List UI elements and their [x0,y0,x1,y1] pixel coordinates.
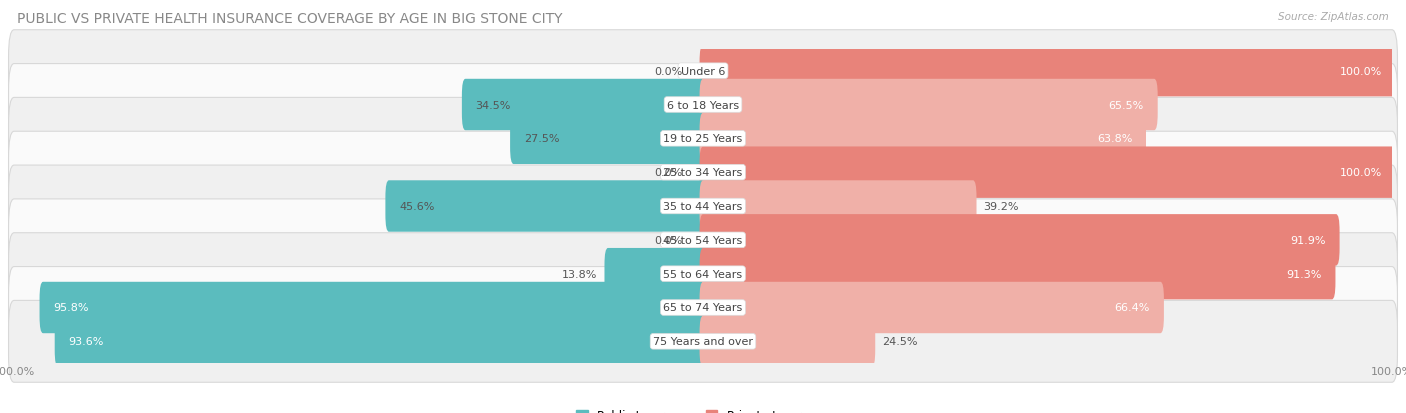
Text: 19 to 25 Years: 19 to 25 Years [664,134,742,144]
Text: 95.8%: 95.8% [53,303,89,313]
FancyBboxPatch shape [605,248,706,300]
FancyBboxPatch shape [700,80,1157,131]
Text: 0.0%: 0.0% [654,66,682,76]
Text: 35 to 44 Years: 35 to 44 Years [664,202,742,211]
FancyBboxPatch shape [8,98,1398,180]
Text: Source: ZipAtlas.com: Source: ZipAtlas.com [1278,12,1389,22]
Text: Under 6: Under 6 [681,66,725,76]
FancyBboxPatch shape [700,215,1340,266]
Text: 0.0%: 0.0% [654,168,682,178]
FancyBboxPatch shape [385,181,706,232]
FancyBboxPatch shape [8,132,1398,214]
FancyBboxPatch shape [700,316,875,367]
FancyBboxPatch shape [700,147,1395,198]
FancyBboxPatch shape [55,316,706,367]
Text: 27.5%: 27.5% [524,134,560,144]
FancyBboxPatch shape [8,301,1398,382]
Text: 55 to 64 Years: 55 to 64 Years [664,269,742,279]
Text: 45 to 54 Years: 45 to 54 Years [664,235,742,245]
Text: 66.4%: 66.4% [1115,303,1150,313]
Text: 75 Years and over: 75 Years and over [652,337,754,347]
Text: 25 to 34 Years: 25 to 34 Years [664,168,742,178]
Text: 45.6%: 45.6% [399,202,434,211]
Text: 65.5%: 65.5% [1109,100,1144,110]
FancyBboxPatch shape [8,233,1398,315]
Text: 100.0%: 100.0% [1340,168,1382,178]
Text: 63.8%: 63.8% [1097,134,1132,144]
Text: PUBLIC VS PRIVATE HEALTH INSURANCE COVERAGE BY AGE IN BIG STONE CITY: PUBLIC VS PRIVATE HEALTH INSURANCE COVER… [17,12,562,26]
Text: 93.6%: 93.6% [69,337,104,347]
Text: 65 to 74 Years: 65 to 74 Years [664,303,742,313]
FancyBboxPatch shape [8,199,1398,281]
Text: 39.2%: 39.2% [983,202,1019,211]
FancyBboxPatch shape [700,181,977,232]
Text: 0.0%: 0.0% [654,235,682,245]
FancyBboxPatch shape [461,80,706,131]
FancyBboxPatch shape [510,113,706,165]
FancyBboxPatch shape [700,46,1395,97]
Text: 24.5%: 24.5% [882,337,918,347]
Text: 13.8%: 13.8% [562,269,598,279]
Text: 91.9%: 91.9% [1291,235,1326,245]
Text: 91.3%: 91.3% [1286,269,1322,279]
FancyBboxPatch shape [700,282,1164,333]
FancyBboxPatch shape [700,248,1336,300]
FancyBboxPatch shape [8,166,1398,247]
Text: 6 to 18 Years: 6 to 18 Years [666,100,740,110]
Text: 34.5%: 34.5% [475,100,510,110]
Text: 100.0%: 100.0% [1340,66,1382,76]
FancyBboxPatch shape [8,267,1398,349]
FancyBboxPatch shape [8,31,1398,112]
FancyBboxPatch shape [8,64,1398,146]
FancyBboxPatch shape [700,113,1146,165]
FancyBboxPatch shape [39,282,706,333]
Legend: Public Insurance, Private Insurance: Public Insurance, Private Insurance [571,404,835,413]
